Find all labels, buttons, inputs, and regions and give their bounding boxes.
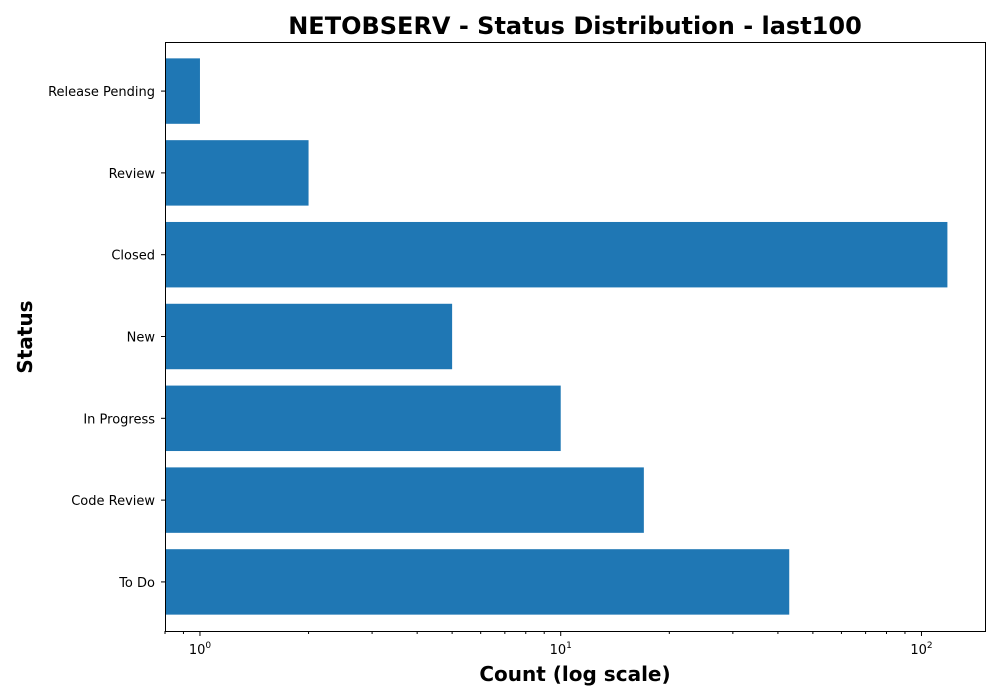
x-tick-label: 100 xyxy=(189,641,212,658)
x-axis-label: Count (log scale) xyxy=(479,662,670,686)
y-tick-label: New xyxy=(127,331,156,346)
bar-code-review xyxy=(165,467,644,533)
y-tick-label: Code Review xyxy=(71,494,155,509)
bar-to-do xyxy=(165,549,790,615)
bar-new xyxy=(165,303,453,370)
y-ticks-group: To Do Code Review In Progress New Closed Revi… xyxy=(48,85,165,591)
y-tick-label: Closed xyxy=(111,249,155,264)
bar-release-pending xyxy=(165,58,200,124)
y-tick-label: Review xyxy=(109,167,156,182)
x-tick-label: 101 xyxy=(550,641,572,658)
plot-frame xyxy=(165,42,986,632)
x-ticks-group: 100 101 102 xyxy=(164,631,933,658)
bar-closed xyxy=(165,221,948,288)
chart-title: NETOBSERV - Status Distribution - last10… xyxy=(288,12,862,40)
bar-in-progress xyxy=(165,385,561,452)
bars-group xyxy=(165,58,948,615)
bar-review xyxy=(165,140,309,206)
y-axis-label: Status xyxy=(13,300,37,373)
y-tick-label: Release Pending xyxy=(48,85,155,100)
y-tick-label: To Do xyxy=(118,576,155,591)
x-tick-label: 102 xyxy=(910,641,932,658)
y-tick-label: In Progress xyxy=(83,412,155,427)
